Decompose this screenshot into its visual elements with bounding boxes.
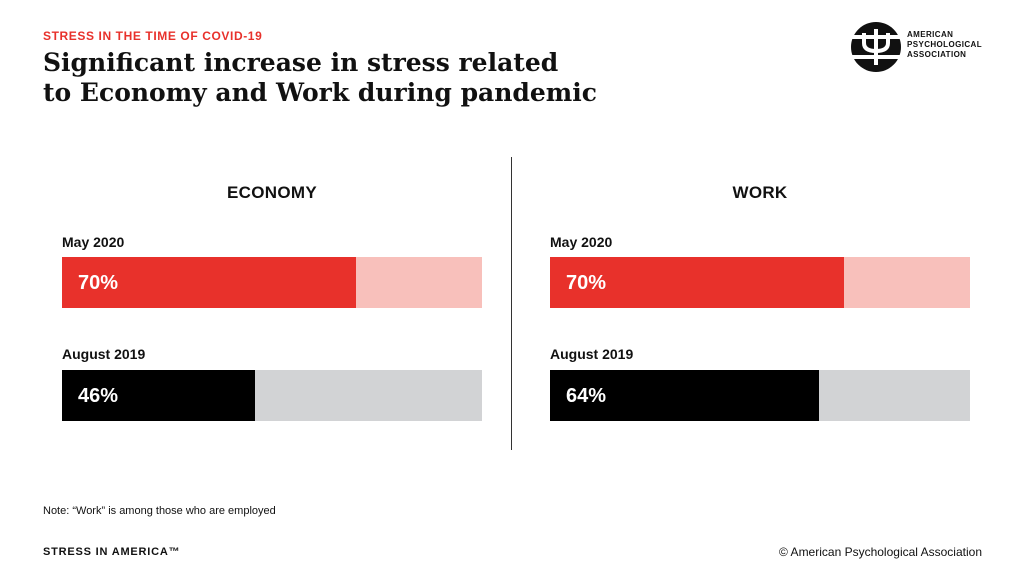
footer-copyright: © American Psychological Association bbox=[779, 545, 982, 559]
data-label: 64% bbox=[566, 385, 607, 407]
bar-track: 46% bbox=[62, 370, 482, 421]
data-label: 70% bbox=[566, 272, 607, 294]
bar: 64% bbox=[550, 370, 819, 421]
logo-line-3: ASSOCIATION bbox=[907, 50, 967, 59]
page-title: Significant increase in stress related t… bbox=[43, 48, 663, 108]
work-chart: WORK May 2020 70% August 2019 64% bbox=[550, 180, 970, 430]
logo-line-1: AMERICAN bbox=[907, 30, 954, 39]
apa-logo: AMERICAN PSYCHOLOGICAL ASSOCIATION bbox=[850, 21, 990, 73]
bar: 70% bbox=[550, 257, 844, 308]
bar: 46% bbox=[62, 370, 256, 421]
category-label: August 2019 bbox=[62, 346, 146, 362]
apa-psi-logo-icon bbox=[851, 22, 901, 72]
chart-title: WORK bbox=[732, 183, 788, 202]
footnote: Note: “Work” is among those who are empl… bbox=[43, 505, 276, 517]
bar-track: 70% bbox=[62, 257, 482, 308]
data-label: 70% bbox=[78, 272, 119, 294]
category-label: August 2019 bbox=[550, 346, 634, 362]
logo-wordmark: AMERICAN PSYCHOLOGICAL ASSOCIATION bbox=[907, 30, 982, 60]
category-label: May 2020 bbox=[550, 234, 613, 250]
chart-title: ECONOMY bbox=[227, 183, 317, 202]
bar: 70% bbox=[62, 257, 356, 308]
bar-track: 70% bbox=[550, 257, 970, 308]
footer-brand: STRESS IN AMERICA™ bbox=[43, 546, 181, 558]
logo-line-2: PSYCHOLOGICAL bbox=[907, 40, 982, 49]
economy-chart: ECONOMY May 2020 70% August 2019 46% bbox=[62, 180, 482, 430]
panel-divider bbox=[511, 157, 512, 450]
category-label: May 2020 bbox=[62, 234, 125, 250]
data-label: 46% bbox=[78, 385, 119, 407]
title-line-2: to Economy and Work during pandemic bbox=[43, 78, 597, 107]
kicker: STRESS IN THE TIME OF COVID-19 bbox=[43, 29, 263, 43]
bar-track: 64% bbox=[550, 370, 970, 421]
title-line-1: Significant increase in stress related bbox=[43, 48, 559, 77]
